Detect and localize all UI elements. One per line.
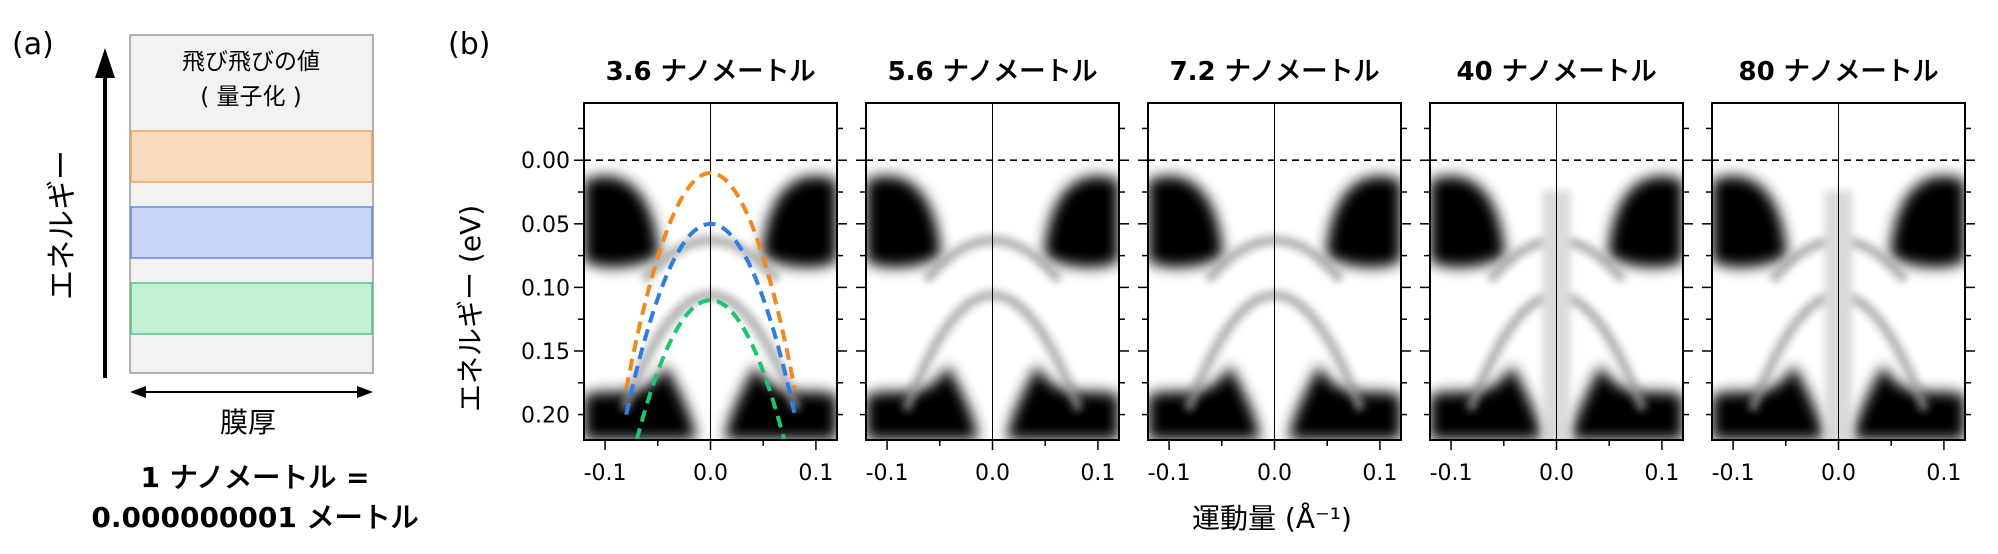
- subpanel-5: -0.1 0.0 0.1 80 ナノメートル: [1702, 57, 1975, 486]
- energy-axis-label: エネルギー: [45, 150, 80, 300]
- panel-a-label: (a): [12, 27, 54, 62]
- subpanel-title: 40 ナノメートル: [1457, 57, 1657, 87]
- x-tick-label: -0.1: [866, 461, 909, 486]
- footnote-line1: 1 ナノメートル =: [140, 461, 369, 494]
- x-tick-label: 0.0: [693, 461, 728, 486]
- y-axis-label: エネルギー (eV): [454, 205, 487, 412]
- thickness-arrow-right-head: [357, 386, 373, 398]
- band-guide: [634, 298, 787, 441]
- footnote-line2: 0.000000001 メートル: [91, 501, 418, 534]
- x-tick-label: 0.1: [798, 461, 833, 486]
- band-blue: [130, 206, 373, 259]
- band-orange: [130, 130, 373, 183]
- subpanel-title: 3.6 ナノメートル: [606, 57, 816, 87]
- x-tick-label: -0.1: [1712, 461, 1755, 486]
- subpanel-1: -0.1 0.0 0.1 3.6 ナノメートル: [574, 57, 847, 486]
- subpanel-4: -0.1 0.0 0.1 40 ナノメートル: [1420, 57, 1693, 486]
- x-tick-label: 0.0: [1821, 461, 1856, 486]
- box-text-line2: ( 量子化 ): [200, 84, 302, 110]
- x-tick-label: 0.1: [1644, 461, 1679, 486]
- box-text-line1: 飛び飛びの値: [182, 49, 320, 75]
- arpes-subpanels: -0.1 0.0 0.1 3.6 ナノメートル -0.1 0.0 0.1 5.6 ナノメートル…: [574, 57, 1975, 486]
- x-tick-label: 0.0: [975, 461, 1010, 486]
- subpanel-title: 80 ナノメートル: [1739, 57, 1939, 87]
- x-tick-label: 0.0: [1539, 461, 1574, 486]
- intensity-map: [584, 103, 837, 440]
- thickness-arrow-left-head: [130, 386, 146, 398]
- x-tick-label: -0.1: [1148, 461, 1191, 486]
- y-tick-label: 0.00: [521, 149, 570, 174]
- y-tick-label: 0.10: [521, 276, 570, 301]
- y-tick-label: 0.20: [521, 404, 570, 429]
- panel-b: (b) エネルギー (eV) 運動量 (Å⁻¹) 0.00 0.05 0.10 0.1…: [448, 27, 1975, 535]
- y-tick-labels: 0.00 0.05 0.10 0.15 0.20: [521, 149, 570, 428]
- thickness-label: 膜厚: [220, 406, 276, 439]
- y-tick-label: 0.15: [521, 340, 570, 365]
- band-green: [130, 282, 373, 335]
- subpanel-title: 7.2 ナノメートル: [1170, 57, 1380, 87]
- panel-b-label: (b): [448, 27, 490, 62]
- band-guide: [624, 170, 797, 390]
- y-tick-label: 0.05: [521, 213, 570, 238]
- subpanel-title: 5.6 ナノメートル: [888, 57, 1098, 87]
- x-tick-label: 0.1: [1080, 461, 1115, 486]
- x-tick-label: -0.1: [584, 461, 627, 486]
- x-tick-label: -0.1: [1430, 461, 1473, 486]
- x-axis-label: 運動量 (Å⁻¹): [1192, 501, 1352, 535]
- band-guide: [624, 221, 797, 416]
- panel-a: (a) エネルギー 飛び飛びの値 ( 量子化 ) 膜厚 1 ナノメートル = 0…: [12, 27, 419, 534]
- x-tick-label: 0.1: [1926, 461, 1961, 486]
- subpanel-2: -0.1 0.0 0.1 5.6 ナノメートル: [856, 57, 1129, 486]
- subpanel-3: -0.1 0.0 0.1 7.2 ナノメートル: [1138, 57, 1411, 486]
- x-tick-label: 0.0: [1257, 461, 1292, 486]
- energy-arrow-head: [95, 48, 115, 78]
- x-tick-label: 0.1: [1362, 461, 1397, 486]
